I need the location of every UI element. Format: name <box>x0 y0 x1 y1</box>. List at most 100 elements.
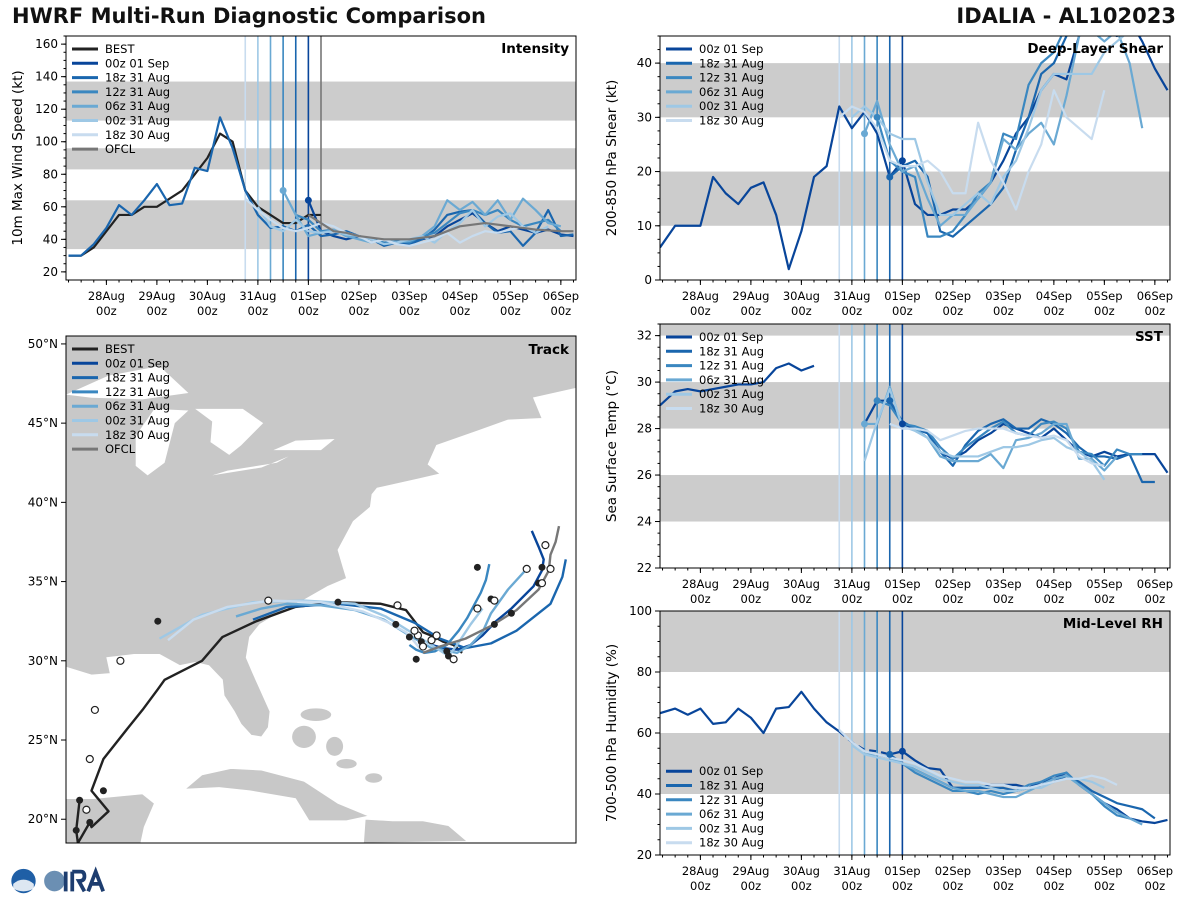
shear-init-marker <box>898 157 906 165</box>
shear-init-marker <box>886 173 894 181</box>
shear-ytick-label: 0 <box>644 273 652 287</box>
rh-ytick-label: 20 <box>637 848 652 862</box>
shear-xtick-hour: 00z <box>791 304 812 318</box>
shear-xtick-hour: 00z <box>1094 304 1115 318</box>
track-point-open <box>449 655 458 664</box>
track-point-filled <box>86 818 94 826</box>
sst-band <box>660 382 1170 429</box>
intensity-ytick-label: 140 <box>35 70 58 84</box>
rh-legend-label: 18z 30 Aug <box>699 836 764 850</box>
track-legend-label: BEST <box>105 342 135 356</box>
hispaniola-land <box>363 818 469 843</box>
shear-xtick-hour: 00z <box>892 304 913 318</box>
track-ytick-label: 20°N <box>28 812 58 826</box>
sst-xtick-day: 05Sep <box>1086 577 1122 591</box>
intensity-series-best <box>68 132 321 257</box>
sst-xtick-day: 28Aug <box>682 577 719 591</box>
track-point-open <box>490 596 499 605</box>
sst-legend-label: 18z 31 Aug <box>699 344 764 358</box>
track-point-open <box>546 564 555 574</box>
track-point-open <box>537 579 547 588</box>
shear-legend-label: 12z 31 Aug <box>699 71 764 85</box>
track-point-open <box>473 604 482 613</box>
sst-ytick-label: 26 <box>637 468 652 482</box>
intensity-legend-label: 06z 31 Aug <box>105 99 170 113</box>
rh-xtick-day: 29Aug <box>732 864 769 878</box>
shear-legend-label: 18z 30 Aug <box>699 114 764 128</box>
intensity-xtick-hour: 00z <box>298 304 319 318</box>
track-ytick-label: 40°N <box>28 495 58 509</box>
shear-ytick-label: 40 <box>637 56 652 70</box>
track-point-open <box>85 754 94 764</box>
cira-globe-icon <box>44 870 65 892</box>
sst-xtick-day: 30Aug <box>783 577 820 591</box>
rh-ylabel: 700-500 hPa Humidity (%) <box>604 644 620 822</box>
rh-xtick-day: 30Aug <box>783 864 820 878</box>
track-point-filled <box>443 647 451 655</box>
rh-xtick-hour: 00z <box>791 879 812 893</box>
track-best <box>74 600 463 843</box>
bahamas-land <box>365 773 383 783</box>
sst-series-12z-31-aug <box>876 399 1143 467</box>
rh-init-marker <box>898 747 906 755</box>
track-point-open <box>427 636 436 645</box>
track-ytick-label: 50°N <box>28 337 58 351</box>
shear-legend-label: 18z 31 Aug <box>699 56 764 70</box>
rh-xtick-day: 31Aug <box>833 864 870 878</box>
rh-title: Mid-Level RH <box>1063 616 1163 632</box>
sst-ytick-label: 30 <box>637 375 652 389</box>
rh-legend-label: 06z 31 Aug <box>699 807 764 821</box>
intensity-title: Intensity <box>501 41 569 57</box>
sst-xtick-hour: 00z <box>993 592 1014 606</box>
lake-ontario <box>273 438 335 451</box>
shear-xtick-day: 06Sep <box>1137 289 1173 303</box>
lake-huron <box>195 408 264 455</box>
shear-plot-area <box>660 36 1170 280</box>
intensity-init-marker <box>304 196 312 204</box>
sst-xtick-day: 02Sep <box>935 577 971 591</box>
cuba-land <box>183 768 370 822</box>
rh-init-marker <box>886 750 894 758</box>
rh-xtick-day: 28Aug <box>682 864 719 878</box>
sst-legend-label: 00z 31 Aug <box>699 387 764 401</box>
intensity-chart: 2040608010012014016028Aug00z29Aug00z30Au… <box>10 35 579 318</box>
shear-init-marker <box>873 113 881 121</box>
sst-xtick-hour: 00z <box>1044 592 1065 606</box>
track-ytick-label: 25°N <box>28 733 58 747</box>
rh-series-18z-30-aug <box>838 729 1118 790</box>
storm-title: IDALIA - AL102023 <box>956 4 1176 28</box>
sst-xtick-hour: 00z <box>690 592 711 606</box>
rh-series-00z-01-sep <box>901 750 1168 825</box>
shear-ytick-label: 30 <box>637 110 652 124</box>
sst-ytick-label: 32 <box>637 329 652 343</box>
intensity-xtick-hour: 00z <box>248 304 269 318</box>
shear-band <box>660 63 1170 118</box>
sst-xtick-hour: 00z <box>892 592 913 606</box>
track-ytick-label: 45°N <box>28 416 58 430</box>
shear-title: Deep-Layer Shear <box>1027 41 1163 57</box>
shear-series-00z-31-aug <box>851 36 1125 217</box>
track-map: 20°N25°N30°N35°N40°N45°N50°N TrackBEST00z… <box>28 335 577 844</box>
intensity-xtick-day: 28Aug <box>88 289 125 303</box>
shear-xtick-day: 01Sep <box>884 289 920 303</box>
shear-xtick-day: 31Aug <box>833 289 870 303</box>
intensity-xtick-day: 03Sep <box>391 289 427 303</box>
track-ytick-label: 30°N <box>28 654 58 668</box>
intensity-xtick-hour: 00z <box>197 304 218 318</box>
sst-xtick-hour: 00z <box>741 592 762 606</box>
intensity-ytick-label: 60 <box>43 200 58 214</box>
shear-xtick-day: 30Aug <box>783 289 820 303</box>
rh-legend-label: 00z 01 Sep <box>699 764 763 778</box>
rh-xtick-hour: 00z <box>1094 879 1115 893</box>
intensity-xtick-day: 01Sep <box>290 289 326 303</box>
rh-ytick-label: 100 <box>629 604 652 618</box>
shear-chart: 01020304028Aug00z29Aug00z30Aug00z31Aug00… <box>604 35 1173 318</box>
intensity-legend-label: 18z 31 Aug <box>105 71 170 85</box>
rh-xtick-day: 05Sep <box>1086 864 1122 878</box>
rh-chart: 2040608010028Aug00z29Aug00z30Aug00z31Aug… <box>604 604 1173 893</box>
intensity-plot-area <box>66 36 576 280</box>
track-point-open <box>82 805 91 814</box>
track-point-filled <box>538 563 546 571</box>
sst-plot-area <box>660 324 1170 568</box>
intensity-xtick-hour: 00z <box>96 304 117 318</box>
